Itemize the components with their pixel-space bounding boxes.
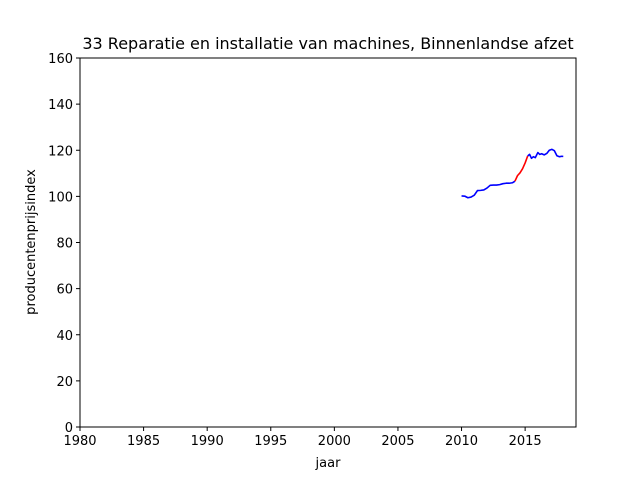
y-tick-label: 120 xyxy=(48,144,73,159)
y-tick-label: 100 xyxy=(48,190,73,205)
plot-frame xyxy=(79,57,577,428)
x-tick-label: 1985 xyxy=(127,434,160,449)
series-line-0 xyxy=(461,180,516,199)
x-tick-label: 1990 xyxy=(191,434,224,449)
y-tick-label: 140 xyxy=(48,98,73,113)
plot-lines xyxy=(461,148,564,199)
y-axis: 0 20 40 60 80 100 120 140 160 xyxy=(48,52,80,436)
x-tick-label: 2015 xyxy=(509,434,542,449)
x-tick-label: 1980 xyxy=(63,434,96,449)
x-axis-label: jaar xyxy=(315,456,342,471)
series-line-2 xyxy=(527,148,564,160)
y-tick-label: 160 xyxy=(48,52,73,67)
y-tick-label: 0 xyxy=(65,421,73,436)
x-tick-label: 2000 xyxy=(318,434,351,449)
series-line-1 xyxy=(514,155,529,182)
y-tick-label: 40 xyxy=(56,329,73,344)
x-tick-label: 2005 xyxy=(381,434,414,449)
y-tick-label: 20 xyxy=(56,375,73,390)
chart-title: 33 Reparatie en installatie van machines… xyxy=(82,34,573,53)
y-tick-label: 80 xyxy=(56,237,73,252)
x-tick-label: 2010 xyxy=(445,434,478,449)
y-tick-label: 60 xyxy=(56,283,73,298)
x-tick-label: 1995 xyxy=(254,434,287,449)
x-axis: 1980 1985 1990 1995 2000 2005 2010 2015 xyxy=(63,427,542,449)
y-axis-label: producentenprijsindex xyxy=(24,169,39,315)
